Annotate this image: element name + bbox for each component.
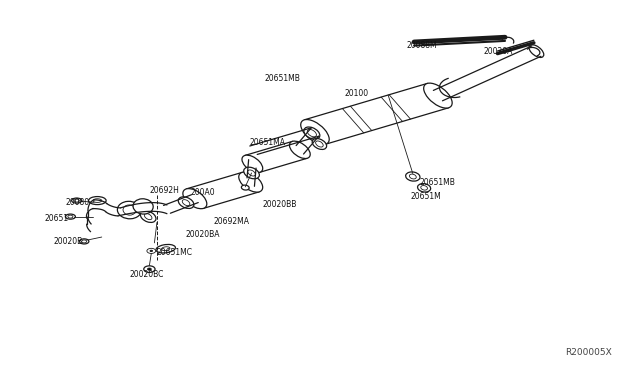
Ellipse shape [304, 127, 320, 139]
Ellipse shape [79, 239, 89, 244]
Text: R200005X: R200005X [565, 347, 612, 357]
Text: 20651MB: 20651MB [264, 74, 300, 83]
Circle shape [150, 250, 152, 251]
Text: 20020B: 20020B [54, 237, 83, 246]
Ellipse shape [65, 214, 76, 219]
Text: 20020BA: 20020BA [186, 230, 220, 238]
Ellipse shape [301, 119, 329, 144]
Ellipse shape [307, 129, 316, 137]
Ellipse shape [123, 205, 136, 215]
Ellipse shape [424, 83, 452, 108]
Text: 20080: 20080 [65, 198, 89, 207]
Ellipse shape [406, 172, 420, 181]
Ellipse shape [420, 186, 428, 190]
Polygon shape [245, 141, 307, 172]
Circle shape [68, 215, 73, 218]
Polygon shape [304, 83, 449, 144]
Ellipse shape [417, 184, 431, 192]
Ellipse shape [140, 211, 156, 222]
Text: 20020BB: 20020BB [262, 201, 297, 209]
Ellipse shape [239, 172, 262, 192]
Ellipse shape [248, 170, 255, 176]
Circle shape [147, 248, 156, 253]
Ellipse shape [183, 189, 207, 209]
Ellipse shape [244, 167, 259, 179]
Text: 20020BC: 20020BC [129, 270, 164, 279]
Text: 20651MC: 20651MC [157, 248, 193, 257]
Text: 20651: 20651 [45, 214, 69, 222]
Ellipse shape [241, 185, 249, 190]
Ellipse shape [410, 174, 416, 179]
Ellipse shape [72, 198, 82, 203]
Text: 20651MB: 20651MB [419, 178, 455, 187]
Ellipse shape [178, 197, 194, 208]
Text: 20651M: 20651M [410, 192, 441, 201]
Ellipse shape [88, 196, 106, 205]
Text: 20088M: 20088M [406, 41, 437, 50]
Ellipse shape [182, 200, 190, 206]
Ellipse shape [312, 138, 326, 150]
Polygon shape [186, 172, 259, 208]
Ellipse shape [242, 155, 262, 173]
Ellipse shape [156, 244, 175, 253]
Text: 20100: 20100 [344, 89, 369, 97]
Ellipse shape [133, 199, 153, 214]
Ellipse shape [316, 141, 323, 147]
Ellipse shape [117, 201, 141, 219]
Circle shape [82, 240, 86, 243]
Text: 200A0: 200A0 [191, 188, 216, 197]
Text: 20692H: 20692H [149, 186, 179, 195]
Text: 20020A: 20020A [483, 46, 513, 55]
Ellipse shape [93, 199, 102, 202]
Ellipse shape [289, 141, 310, 158]
Ellipse shape [161, 247, 170, 251]
Ellipse shape [529, 45, 544, 57]
Circle shape [74, 199, 79, 202]
Text: 20651MA: 20651MA [250, 138, 285, 147]
Circle shape [144, 266, 155, 272]
Circle shape [148, 268, 151, 270]
Ellipse shape [145, 214, 152, 219]
Text: 20692MA: 20692MA [213, 217, 250, 226]
